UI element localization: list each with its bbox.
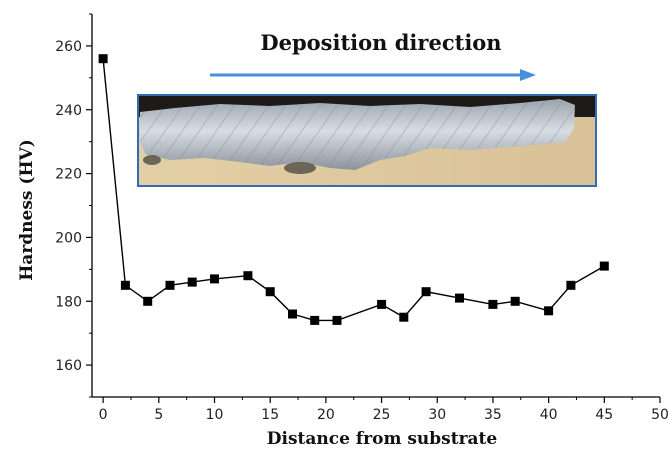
data-point-marker [377,299,387,309]
x-tick-label: 40 [540,407,558,423]
data-point-marker [310,315,320,325]
data-point-marker [120,280,130,290]
x-tick-label: 30 [428,407,446,423]
x-tick-label: 25 [373,407,391,423]
data-point-marker [488,299,498,309]
deposition-arrow-head [520,69,536,81]
x-tick-label: 5 [154,407,163,423]
data-point-marker [510,296,520,306]
y-tick-label: 180 [55,294,82,310]
data-point-marker [288,309,297,319]
data-point-marker [332,315,342,325]
data-point-marker [399,312,409,322]
y-tick-label: 200 [55,230,82,246]
data-point-marker [165,280,175,290]
hardness-series-points [98,54,609,325]
deposition-direction-label: Deposition direction [260,30,501,55]
data-point-marker [566,280,576,290]
x-tick-label: 50 [651,407,668,423]
data-point-marker [143,296,153,306]
data-point-marker [544,306,554,316]
y-tick-label: 260 [55,39,82,55]
data-point-marker [455,293,464,303]
deposition-annotation: Deposition direction [210,30,536,81]
inset-photo [137,94,597,187]
y-tick-label: 160 [55,358,82,374]
data-point-marker [599,261,609,271]
x-tick-label: 45 [595,407,613,423]
y-ticks: 160 180 200 220 240 260 [55,13,92,398]
data-point-marker [187,277,197,287]
x-tick-label: 20 [317,407,335,423]
x-axis-title: Distance from substrate [267,429,498,449]
y-tick-label: 240 [55,103,82,119]
y-axis-title: Hardness (HV) [17,139,37,281]
data-point-marker [210,274,219,284]
inset-border [137,94,597,187]
data-point-marker [243,271,253,281]
data-point-marker [265,287,275,297]
x-tick-label: 0 [99,407,108,423]
x-ticks: 0 5 10 15 20 25 30 35 40 45 50 [99,397,668,423]
x-tick-label: 15 [261,407,279,423]
axes [91,14,660,398]
y-tick-label: 220 [55,167,82,183]
data-point-marker [421,287,431,297]
x-tick-label: 35 [484,407,502,423]
x-tick-label: 10 [206,407,224,423]
data-point-marker [98,54,108,64]
